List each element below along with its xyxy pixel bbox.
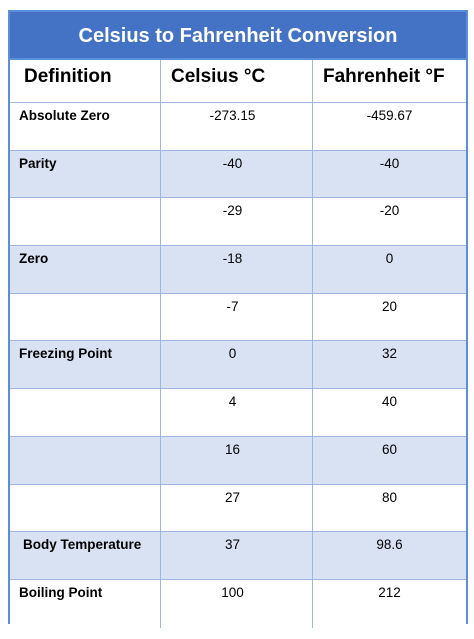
conversion-table: Celsius to Fahrenheit Conversion Definit… <box>8 10 468 628</box>
row-fahrenheit: -20 <box>379 203 400 219</box>
row-celsius: 0 <box>161 341 313 389</box>
row-celsius: 16 <box>161 436 313 484</box>
row-definition <box>10 293 161 341</box>
row-celsius: 37 <box>161 532 313 579</box>
row-celsius: 27 <box>161 484 313 532</box>
header-celsius: Celsius °C <box>161 60 313 102</box>
row-definition: Absolute Zero <box>10 103 161 150</box>
row-definition <box>10 198 161 246</box>
table-row: Freezing Point 0 32 <box>10 341 466 390</box>
row-fahrenheit: 212 <box>378 584 401 600</box>
row-fahrenheit: 40 <box>381 394 398 410</box>
row-definition: Freezing Point <box>10 341 161 389</box>
row-celsius: -29 <box>161 198 313 246</box>
row-celsius: 4 <box>161 389 313 436</box>
row-celsius: -40 <box>161 150 313 198</box>
row-definition <box>10 436 161 484</box>
table-row: -29 -20 <box>10 198 466 247</box>
row-fahrenheit: 32 <box>381 346 398 362</box>
row-definition <box>10 484 161 532</box>
row-definition: Body Temperature <box>10 532 161 579</box>
row-fahrenheit: 80 <box>381 489 398 505</box>
row-celsius: -18 <box>161 246 313 293</box>
row-fahrenheit: 0 <box>385 251 394 267</box>
header-row: Definition Celsius °C Fahrenheit °F <box>10 60 466 103</box>
row-fahrenheit: 20 <box>381 298 398 314</box>
header-definition: Definition <box>10 60 161 102</box>
table-row: Absolute Zero -273.15 -459.67 <box>10 103 466 151</box>
row-definition: Zero <box>10 246 161 293</box>
table-title: Celsius to Fahrenheit Conversion <box>10 12 466 60</box>
table-row: -7 20 <box>10 293 466 342</box>
table-row: 27 80 <box>10 484 466 533</box>
row-fahrenheit: 60 <box>381 441 398 457</box>
table-row: Body Temperature 37 98.6 <box>10 532 466 580</box>
row-celsius: 100 <box>161 579 313 628</box>
table-row: Zero -18 0 <box>10 246 466 294</box>
table-grid: Definition Celsius °C Fahrenheit °F Abso… <box>10 60 466 628</box>
row-fahrenheit: 98.6 <box>376 537 403 553</box>
table-row: Parity -40 -40 <box>10 150 466 199</box>
row-celsius: -7 <box>161 293 313 341</box>
row-definition: Parity <box>10 150 161 198</box>
row-fahrenheit: -40 <box>379 155 400 171</box>
table-row: 16 60 <box>10 436 466 485</box>
header-fahrenheit: Fahrenheit °F <box>323 66 445 87</box>
table-row: Boiling Point 100 212 <box>10 579 466 628</box>
row-fahrenheit: -459.67 <box>366 108 413 123</box>
row-definition: Boiling Point <box>10 579 161 628</box>
row-definition <box>10 389 161 436</box>
table-row: 4 40 <box>10 389 466 437</box>
row-celsius: -273.15 <box>161 103 313 150</box>
